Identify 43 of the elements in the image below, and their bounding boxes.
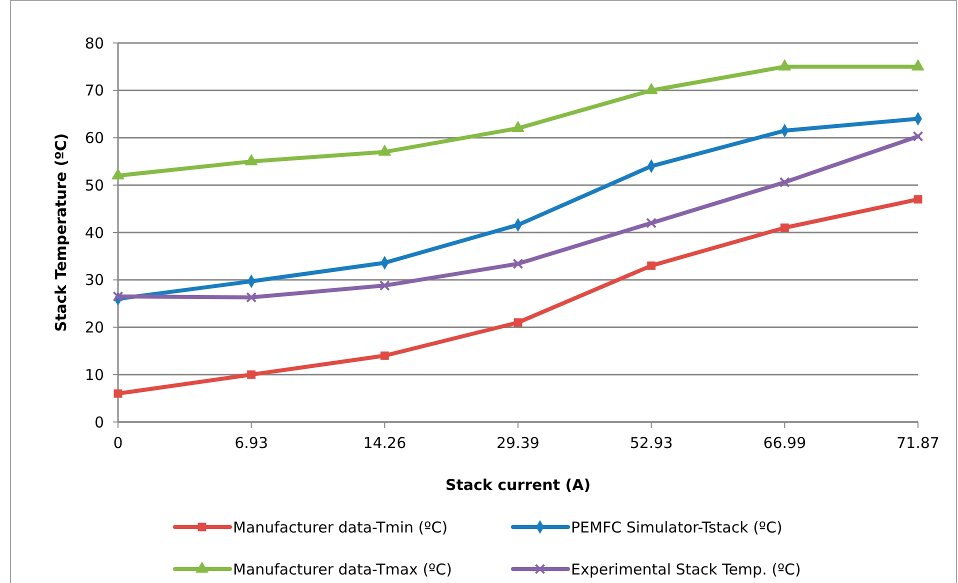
point — [512, 121, 524, 132]
x-tick-label: 14.26 — [363, 434, 406, 452]
y-tick-label: 80 — [84, 34, 104, 52]
x-tick-label: 52.93 — [630, 434, 673, 452]
y-tick-label: 50 — [84, 176, 104, 194]
y-tick-label: 40 — [84, 224, 104, 242]
x-tick-label: 6.93 — [234, 434, 268, 452]
y-axis-title: Stack Temperature (ºC) — [52, 133, 70, 332]
point — [914, 195, 922, 204]
y-tick-label: 60 — [84, 129, 104, 147]
legend-label: PEMFC Simulator-Tstack (ºC) — [571, 518, 782, 536]
point — [646, 218, 657, 228]
point — [112, 291, 124, 302]
point — [912, 131, 924, 142]
x-tick-label: 66.99 — [763, 434, 806, 452]
point — [112, 168, 124, 180]
point — [512, 258, 524, 270]
y-tick-label: 10 — [84, 366, 104, 384]
point — [378, 144, 391, 156]
x-tick-label: 29.39 — [496, 434, 540, 452]
y-tick-label: 20 — [84, 318, 104, 336]
y-tick-label: 30 — [84, 271, 104, 290]
point — [247, 370, 256, 379]
x-axis-title: Stack current (A) — [445, 476, 591, 494]
point — [647, 261, 656, 270]
x-tick-label: 0 — [113, 434, 123, 452]
point — [245, 154, 258, 166]
y-tick-label: 70 — [84, 82, 104, 100]
y-tick-label: 0 — [94, 413, 104, 432]
point — [779, 176, 790, 188]
legend-label: Manufacturer data-Tmin (ºC) — [233, 518, 448, 536]
point — [912, 60, 924, 70]
point — [778, 60, 791, 70]
point — [645, 83, 658, 94]
point — [379, 280, 390, 291]
legend-label: Manufacturer data-Tmax (ºC) — [233, 560, 452, 578]
legend-label: Experimental Stack Temp. (ºC) — [571, 560, 801, 578]
point — [114, 389, 122, 398]
point — [780, 224, 789, 232]
point — [514, 318, 522, 327]
x-tick-label: 71.87 — [896, 434, 940, 452]
point — [380, 351, 389, 360]
point — [246, 292, 257, 303]
